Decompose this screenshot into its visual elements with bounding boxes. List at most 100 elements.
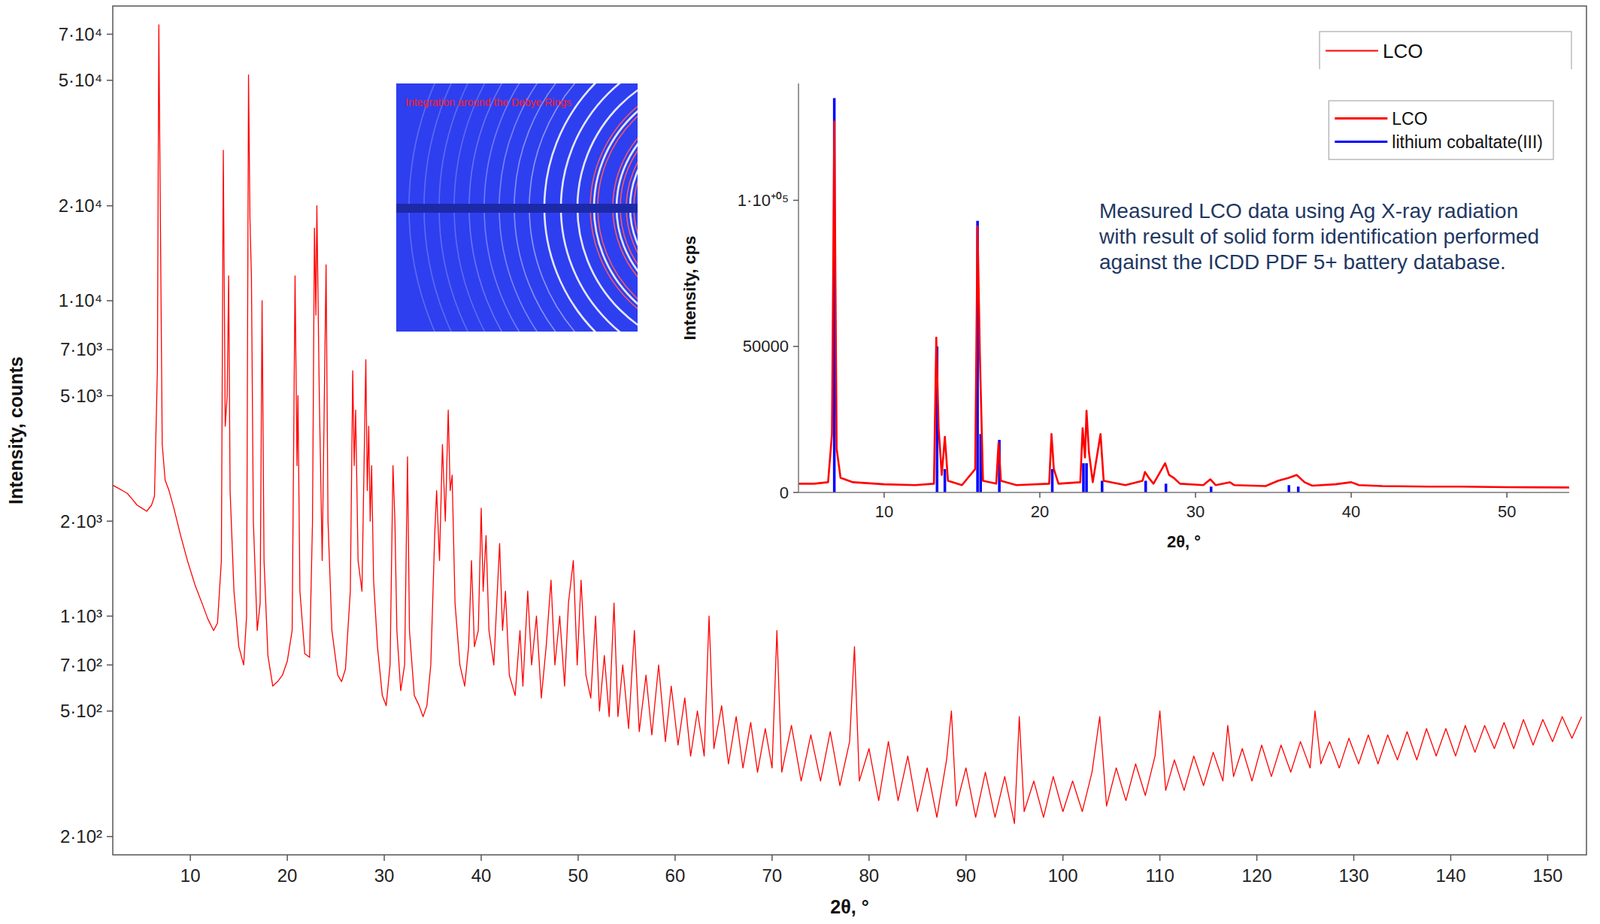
image-content (396, 83, 638, 332)
beam-stop (396, 203, 638, 213)
y-tick (106, 205, 113, 207)
y-tick-label: 7·10⁴ (58, 24, 103, 45)
reference-stick (1084, 463, 1088, 493)
x-axis-title: 2θ, ° (830, 896, 869, 918)
x-tick (1450, 854, 1452, 861)
x-tick (1350, 492, 1352, 498)
x-tick-label: 30 (1186, 502, 1205, 522)
plot-frame (112, 6, 1587, 855)
x-tick-label: 140 (1435, 865, 1466, 886)
x-axis-title: 2θ, ° (1166, 532, 1201, 552)
x-tick (577, 854, 579, 861)
x-tick (1062, 854, 1064, 861)
legend-key (1325, 50, 1379, 52)
y-axis-title: Intensity, cps (680, 236, 700, 341)
y-tick-label: 2·10⁴ (58, 195, 103, 216)
x-tick-label: 10 (875, 502, 894, 522)
x-tick-label: 130 (1339, 865, 1370, 886)
y-tick-label: 2·10³ (60, 511, 103, 532)
y-tick (106, 79, 113, 82)
y-tick-label: 1·10⁴ (58, 290, 103, 311)
y-tick-label: 50000 (742, 336, 789, 356)
x-tick (1547, 854, 1549, 861)
series-line (112, 24, 1582, 824)
legend-key (1334, 117, 1388, 120)
y-tick (793, 345, 799, 348)
y-tick-label: 0 (779, 483, 789, 503)
y-tick (106, 520, 113, 522)
chart-0: 1020304050607080901001101201301401502·10… (5, 6, 1587, 918)
legend-label: LCO (1382, 39, 1423, 63)
legend-label: lithium cobaltate(III) (1391, 132, 1543, 152)
x-tick-label: 20 (1030, 502, 1049, 522)
reference-stick (1296, 486, 1300, 493)
x-tick-label: 60 (665, 865, 686, 886)
y-tick (106, 395, 113, 397)
chart-1: 10 20 30 40 50 0 50000 1·10⁺⁰⁵ 2θ, ° Intensity, c… (680, 69, 1579, 563)
x-tick (1039, 492, 1041, 498)
y-tick-label: 7·10³ (60, 339, 103, 360)
annotation-line: with result of solid form identification… (1098, 224, 1540, 249)
y-tick-label: 7·10² (60, 654, 103, 676)
inset-background (680, 69, 1579, 563)
x-tick (1353, 854, 1355, 861)
reference-stick (1100, 480, 1104, 493)
y-axis-line (797, 83, 800, 493)
x-tick-label: 30 (374, 865, 395, 886)
x-tick (480, 854, 482, 861)
y-tick (793, 491, 799, 494)
reference-stick (943, 469, 947, 493)
x-tick-label: 40 (1342, 502, 1361, 522)
x-tick (383, 854, 385, 861)
reference-stick (1164, 483, 1168, 493)
x-tick-label: 10 (180, 865, 201, 886)
y-tick-label: 1·10³ (60, 606, 103, 627)
x-tick-label: 50 (568, 865, 589, 886)
y-tick (106, 300, 113, 302)
x-tick-label: 50 (1497, 502, 1516, 522)
x-tick (1194, 492, 1197, 498)
annotation-line: Measured LCO data using Ag X-ray radiati… (1099, 199, 1519, 223)
y-tick (106, 664, 113, 667)
y-axis-title: Intensity, counts (5, 356, 27, 505)
legend-box (1319, 31, 1572, 70)
y-tick (106, 836, 113, 838)
y-tick (106, 348, 113, 351)
x-tick (868, 854, 870, 861)
legend: LCO lithium cobaltate(III) (1328, 100, 1554, 160)
x-tick (1506, 492, 1508, 498)
y-tick-label: 5·10³ (60, 385, 103, 407)
x-tick (1256, 854, 1258, 861)
legend-box (1328, 100, 1554, 160)
x-tick-label: 70 (761, 865, 782, 886)
reference-stick (1144, 480, 1148, 493)
y-tick-label: 5·10² (60, 700, 103, 722)
legend: LCO (1319, 31, 1572, 70)
x-tick-label: 80 (858, 865, 879, 886)
x-tick (189, 854, 191, 861)
x-tick-label: 90 (955, 865, 976, 886)
reference-stick (1209, 486, 1213, 493)
reference-stick (1051, 469, 1055, 493)
annotation: Measured LCO data using Ag X-ray radiati… (1098, 199, 1540, 274)
x-tick-label: 40 (471, 865, 492, 886)
y-tick (793, 200, 799, 202)
annotation-line: against the ICDD PDF 5+ battery database… (1099, 250, 1507, 274)
y-tick-label: 1·10⁺⁰⁵ (737, 190, 789, 210)
plot-area (798, 97, 1570, 493)
legend-key (1334, 140, 1388, 143)
y-tick (106, 710, 113, 713)
y-tick-label: 5·10⁴ (58, 69, 103, 91)
x-tick-label: 150 (1532, 865, 1563, 886)
x-tick (965, 854, 967, 861)
canvas: 1020304050607080901001101201301401502·10… (0, 0, 1600, 924)
x-tick (883, 492, 885, 498)
x-tick-label: 100 (1048, 865, 1079, 886)
legend-label: LCO (1391, 109, 1428, 129)
x-tick (771, 854, 773, 861)
x-tick-label: 120 (1242, 865, 1273, 886)
x-tick-label: 110 (1145, 865, 1174, 886)
x-tick (1159, 854, 1161, 861)
y-tick (106, 615, 113, 618)
reference-stick (1287, 484, 1291, 493)
